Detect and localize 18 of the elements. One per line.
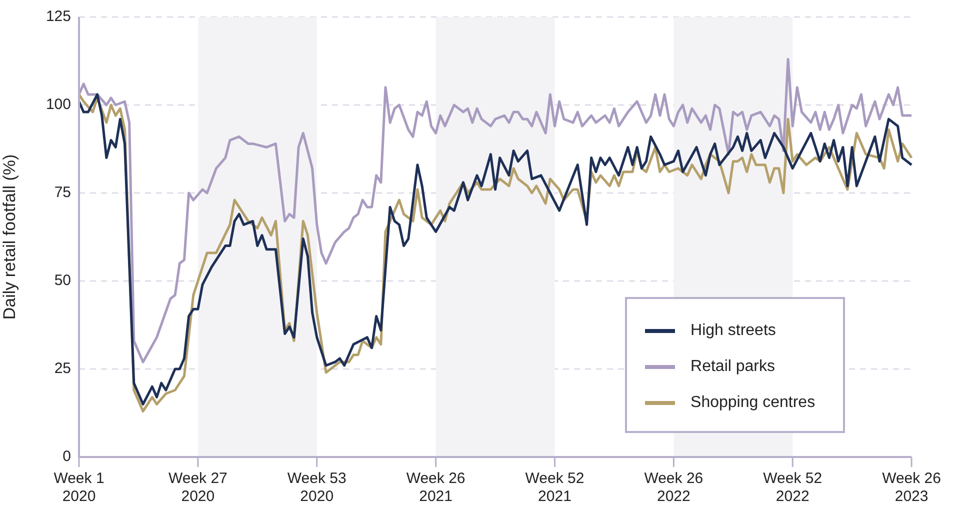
x-tick-label: Week 26 2023: [882, 470, 942, 506]
y-tick-label: 25: [54, 360, 71, 378]
x-tick-label: Week 1 2020: [54, 470, 104, 506]
y-tick-label: 125: [46, 8, 71, 26]
legend-label: High streets: [690, 322, 776, 340]
y-tick-label: 100: [46, 96, 71, 114]
x-tick-label: Week 26 2022: [644, 470, 704, 506]
y-axis-title: Daily retail footfall (%): [0, 154, 19, 320]
y-tick-label: 50: [54, 272, 71, 290]
x-tick-label: Week 53 2020: [287, 470, 346, 506]
x-tick-label: Week 52 2021: [525, 470, 584, 506]
x-tick-label: Week 27 2020: [168, 470, 228, 506]
legend-label: Shopping centres: [690, 394, 816, 412]
y-tick-label: 0: [62, 448, 71, 466]
x-tick-label: Week 26 2021: [406, 470, 466, 506]
x-tick-label: Week 52 2022: [763, 470, 822, 506]
legend-label: Retail parks: [690, 358, 776, 376]
y-tick-label: 75: [54, 184, 71, 202]
